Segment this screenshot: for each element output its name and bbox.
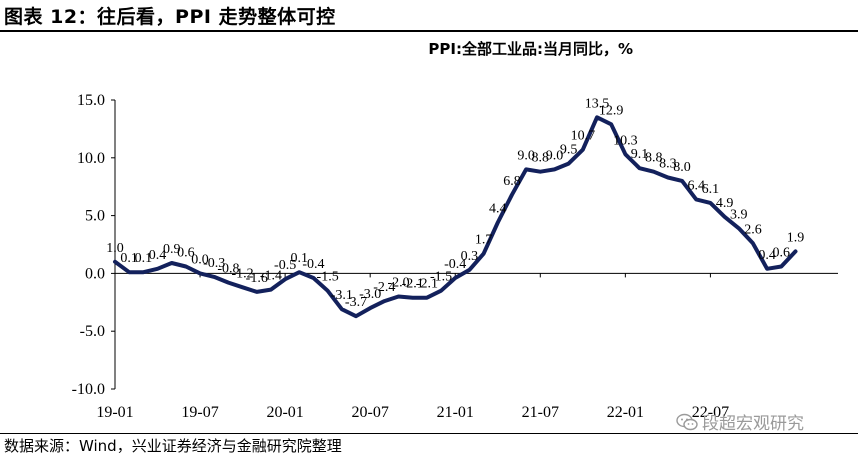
- tick-labels: -10.0 -5.0 0.0 5.0 10.0 15.0 19-01 19-07 20-01 20…: [72, 92, 729, 421]
- title-rule: [0, 30, 858, 32]
- data-label: -1.6: [246, 271, 268, 286]
- x-tick-label: 19-01: [96, 404, 133, 421]
- data-label: -0.5: [274, 258, 296, 273]
- x-tick-label: 20-01: [266, 404, 303, 421]
- data-label: 0.4: [149, 248, 167, 263]
- data-label: 3.9: [730, 207, 748, 222]
- data-label: 4.4: [489, 202, 507, 217]
- x-tick-label: 19-07: [181, 404, 218, 421]
- data-label: 0.9: [163, 242, 181, 257]
- data-label: -2.4: [373, 280, 395, 295]
- data-label: -0.3: [203, 256, 225, 271]
- data-label: 0.3: [461, 249, 479, 264]
- data-label: -2.1: [402, 277, 424, 292]
- data-label: 9.0: [517, 148, 535, 163]
- figure-title: 图表 12：往后看，PPI 走势整体可控: [4, 6, 336, 28]
- x-tick-label: 21-01: [437, 404, 474, 421]
- data-label: 9.0: [546, 148, 564, 163]
- data-label: 0.4: [758, 248, 776, 263]
- data-label: 13.5: [585, 96, 610, 111]
- data-label: 0.1: [291, 251, 309, 266]
- ppi-series-line: [113, 115, 798, 319]
- data-label: 10.7: [571, 129, 596, 144]
- data-label: 6.8: [503, 174, 521, 189]
- data-label: 1.7: [475, 233, 493, 248]
- source-note: 数据来源：Wind，兴业证券经济与金融研究院整理: [4, 437, 342, 455]
- data-label: -2.1: [416, 277, 438, 292]
- x-tick-label: 20-07: [352, 404, 389, 421]
- data-label: 6.1: [702, 182, 720, 197]
- y-tick-label: 5.0: [85, 208, 105, 225]
- data-label: -2.0: [387, 276, 409, 291]
- x-tick-label: 22-07: [692, 404, 729, 421]
- data-label: 12.9: [599, 103, 624, 118]
- data-label: 0.1: [120, 251, 138, 266]
- y-tick-label: -10.0: [72, 381, 105, 398]
- x-tick-label: 22-01: [607, 404, 644, 421]
- chart-title: PPI:全部工业品:当月同比，%: [428, 40, 633, 58]
- data-label: 1.0: [106, 241, 124, 256]
- data-label: 2.6: [744, 222, 762, 237]
- y-tick-label: 15.0: [77, 92, 105, 109]
- source-rule: [0, 433, 858, 434]
- data-label: -3.0: [359, 287, 381, 302]
- wechat-icon: [676, 413, 698, 430]
- data-label: -0.4: [302, 257, 324, 272]
- data-label: 0.1: [135, 251, 153, 266]
- data-label: 8.0: [673, 160, 691, 175]
- data-label: 6.4: [687, 178, 705, 193]
- data-label: 0.6: [773, 245, 791, 260]
- data-label: 8.8: [532, 151, 550, 166]
- data-label: -0.4: [444, 257, 466, 272]
- watermark: 段超宏观研究: [676, 409, 804, 434]
- data-labels: 1.00.10.10.40.90.60.0-0.3-0.8-1.2-1.6-1.…: [106, 96, 804, 310]
- data-label: 4.9: [716, 196, 734, 211]
- x-tick-label: 21-07: [522, 404, 559, 421]
- data-label: 1.9: [787, 230, 805, 245]
- data-label: 0.6: [177, 245, 195, 260]
- data-label: -1.5: [317, 270, 339, 285]
- data-label: 8.8: [645, 151, 663, 166]
- data-label: 0.0: [191, 252, 209, 267]
- data-label: -1.5: [430, 270, 452, 285]
- data-label: 8.3: [659, 156, 677, 171]
- data-label: 9.5: [560, 143, 578, 158]
- data-label: 10.3: [613, 133, 638, 148]
- series-layer: [113, 115, 798, 319]
- y-tick-label: -5.0: [80, 323, 105, 340]
- data-label: -1.2: [232, 266, 254, 281]
- data-label: -3.1: [331, 288, 353, 303]
- y-tick-label: 0.0: [85, 265, 105, 282]
- watermark-text: 段超宏观研究: [702, 414, 804, 434]
- data-label: -0.8: [217, 262, 239, 277]
- data-label: -1.4: [260, 269, 282, 284]
- data-label: -3.7: [345, 295, 367, 310]
- data-label: 9.1: [631, 147, 649, 162]
- y-tick-label: 10.0: [77, 150, 105, 167]
